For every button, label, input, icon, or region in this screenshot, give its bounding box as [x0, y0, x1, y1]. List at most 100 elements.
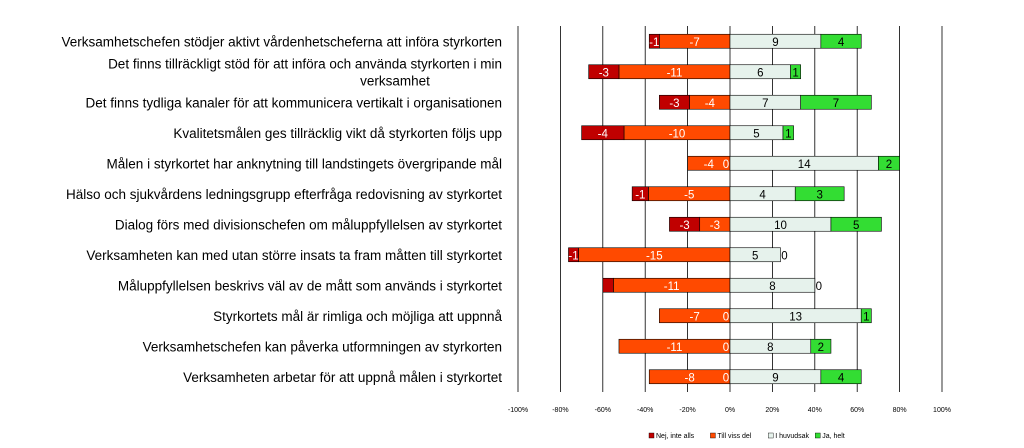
bar-segment [830, 216, 882, 232]
value-label: -7 [690, 37, 700, 49]
value-label: 0 [723, 342, 729, 354]
value-label: 13 [789, 311, 802, 323]
category-label: Styrkortets mål är rimliga och möjliga a… [213, 309, 502, 324]
x-tick-label: 0% [725, 407, 735, 414]
x-tick-label: 40% [808, 407, 822, 414]
value-label: 0 [781, 250, 787, 262]
value-label: 4 [838, 372, 845, 384]
value-label: 2 [818, 342, 824, 354]
value-labels: -7-1 9 4-11-3 6 1-4-3 7 7-10-4 5 1-4 0 14 2-5-1 4 3-3… [568, 37, 892, 385]
value-label: 3 [816, 189, 822, 201]
category-label: Verksamheten arbetar för att uppnå målen… [183, 370, 502, 385]
category-label: Verksamheten kan med utan större insats … [86, 248, 502, 263]
value-label: 8 [767, 342, 773, 354]
category-labels: Verksamhetschefen stödjer aktivt vårdenh… [62, 34, 503, 385]
value-label: -1 [649, 37, 659, 49]
value-label: -4 [598, 128, 609, 140]
bar-segment [860, 308, 872, 324]
value-label: -10 [669, 128, 686, 140]
category-label: Hälso och sjukvårdens ledningsgrupp efte… [66, 187, 502, 202]
value-label: -11 [664, 281, 680, 293]
value-label: 8 [769, 281, 775, 293]
bar-segment [782, 125, 794, 141]
category-label: verksamhet [360, 73, 430, 88]
legend-swatch [648, 432, 655, 439]
legend-entry: Till viss del [717, 433, 751, 440]
bar-segment [631, 186, 649, 202]
legend-entry: Ja, helt [822, 433, 845, 440]
category-label: Verksamhetschefen stödjer aktivt vårdenh… [62, 34, 502, 49]
x-axis-tick-labels: -100% -80% -60% -40% -20% 0% 20% 40% 60% 80% 100% [508, 407, 951, 414]
value-label: -3 [669, 98, 679, 110]
bars [568, 33, 900, 385]
value-label: -5 [684, 189, 694, 201]
value-label: -3 [599, 67, 609, 79]
x-tick-label: -80% [552, 407, 568, 414]
value-label: -1 [635, 189, 645, 201]
x-tick-label: -40% [637, 407, 653, 414]
value-label: -3 [710, 220, 720, 232]
bar-segment [820, 369, 862, 385]
category-label: Verksamhetschefen kan påverka utformning… [143, 339, 502, 354]
value-label: 14 [798, 159, 811, 171]
legend-entry: Nej, inte alls [656, 433, 695, 440]
bar-segment [820, 33, 862, 49]
value-label: -4 [704, 159, 715, 171]
value-label: 5 [753, 128, 759, 140]
bar-segment [790, 64, 801, 80]
bar-segment [581, 125, 625, 141]
value-label: 9 [772, 37, 778, 49]
bar-segment [602, 277, 614, 293]
x-tick-label: 100% [933, 407, 951, 414]
category-label: Målen i styrkortet har anknytning till l… [107, 156, 502, 171]
value-label: 0 [723, 159, 729, 171]
value-label: 5 [853, 220, 859, 232]
x-tick-label: -20% [679, 407, 695, 414]
value-label: -3 [679, 220, 689, 232]
value-label: -11 [667, 67, 683, 79]
value-label: 0 [723, 372, 729, 384]
category-label: Det finns tydliga kanaler för att kommun… [86, 95, 502, 110]
value-label: 1 [863, 311, 869, 323]
value-label: 5 [752, 250, 758, 262]
category-label: Dialog förs med divisionschefen om målup… [115, 217, 502, 232]
value-label: -11 [667, 342, 683, 354]
category-label: Det finns tillräckligt stöd för att infö… [108, 56, 502, 71]
x-tick-label: 20% [765, 407, 779, 414]
value-label: 4 [838, 37, 845, 49]
legend-entry: I huvudsak [775, 433, 809, 440]
bar-segment [648, 33, 660, 49]
bar-segment [794, 186, 845, 202]
x-tick-label: 60% [850, 407, 864, 414]
bar-segment [800, 94, 872, 110]
bar-segment [878, 155, 900, 171]
bar-segment [729, 277, 816, 293]
value-label: 4 [759, 189, 766, 201]
bar-segment [568, 247, 579, 263]
bar-segment [659, 94, 690, 110]
category-label: Kvalitetsmålen ges tillräcklig vikt då s… [173, 126, 502, 141]
value-label: 7 [762, 98, 768, 110]
bar-segment [729, 247, 781, 263]
bar-segment [810, 338, 832, 354]
legend: Nej, inte alls Till viss del I huvudsak Ja,… [648, 432, 845, 440]
value-label: 1 [785, 128, 791, 140]
bar-segment [588, 64, 620, 80]
category-label: Måluppfyllelsen beskrivs väl av de mått … [118, 278, 502, 293]
value-label: 0 [816, 281, 822, 293]
value-label: -7 [690, 311, 700, 323]
x-tick-label: -60% [595, 407, 611, 414]
legend-swatch [768, 432, 774, 439]
value-label: 9 [772, 372, 778, 384]
value-label: 6 [757, 67, 763, 79]
grid-lines [517, 26, 943, 392]
value-label: -15 [646, 250, 663, 262]
legend-swatch [815, 432, 821, 439]
value-label: 2 [886, 159, 892, 171]
value-label: -4 [705, 98, 716, 110]
value-label: 10 [774, 220, 787, 232]
bar-segment [669, 216, 701, 232]
x-tick-label: -100% [508, 407, 528, 414]
value-label: -8 [685, 372, 695, 384]
